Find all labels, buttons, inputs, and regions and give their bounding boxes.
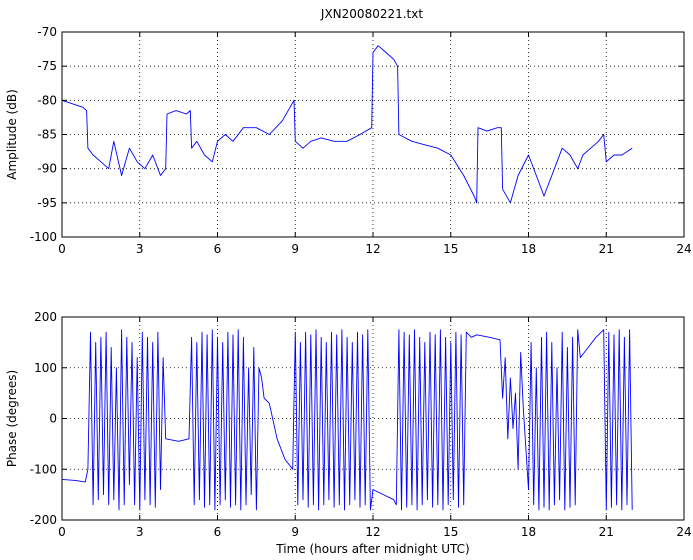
phase-y-tick-label: -100 [30, 462, 57, 476]
amplitude-y-axis-label: Amplitude (dB) [5, 89, 19, 180]
amplitude-y-tick-label: -80 [37, 93, 57, 107]
amplitude-x-tick-label: 9 [291, 242, 299, 256]
amplitude-y-tick-label: -100 [30, 230, 57, 244]
phase-series-line [61, 329, 633, 511]
amplitude-y-tick-label: -75 [37, 59, 57, 73]
amplitude-x-tick-label: 21 [599, 242, 614, 256]
amplitude-y-tick-label: -95 [37, 196, 57, 210]
phase-y-tick-label: -200 [30, 513, 57, 527]
phase-x-tick-label: 12 [365, 525, 380, 539]
phase-x-tick-label: 3 [136, 525, 144, 539]
phase-y-tick-label: 200 [34, 310, 57, 324]
amplitude-x-tick-label: 24 [676, 242, 691, 256]
phase-x-tick-label: 18 [521, 525, 536, 539]
phase-x-axis-label: Time (hours after midnight UTC) [275, 542, 469, 556]
amplitude-x-tick-label: 15 [443, 242, 458, 256]
figure-title: JXN20080221.txt [320, 7, 423, 21]
phase-y-tick-label: 0 [49, 412, 57, 426]
phase-x-tick-label: 15 [443, 525, 458, 539]
amplitude-x-tick-label: 6 [214, 242, 222, 256]
phase-series-layer [61, 329, 633, 511]
amplitude-y-tick-label: -90 [37, 162, 57, 176]
phase-x-tick-label: 6 [214, 525, 222, 539]
amplitude-y-tick-label: -85 [37, 128, 57, 142]
amplitude-x-tick-label: 18 [521, 242, 536, 256]
phase-x-tick-label: 24 [676, 525, 691, 539]
amplitude-series-layer [61, 45, 633, 204]
phase-panel: 0 3 6 9 12 15 18 21 24 -200 -100 0 100 200 Phase (deg… [5, 310, 692, 556]
amplitude-ticks: 0 3 6 9 12 15 18 21 24 -100 -95 -90 -85 -80 -75 -70 [30, 25, 692, 256]
phase-y-tick-label: 100 [34, 361, 57, 375]
amplitude-x-tick-label: 0 [58, 242, 66, 256]
phase-ticks: 0 3 6 9 12 15 18 21 24 -200 -100 0 100 200 [30, 310, 692, 539]
amplitude-x-tick-label: 3 [136, 242, 144, 256]
phase-x-tick-label: 21 [599, 525, 614, 539]
phase-x-tick-label: 0 [58, 525, 66, 539]
amplitude-series-line [61, 45, 633, 204]
amplitude-x-tick-label: 12 [365, 242, 380, 256]
phase-x-tick-label: 9 [291, 525, 299, 539]
amplitude-y-tick-label: -70 [37, 25, 57, 39]
amplitude-panel: 0 3 6 9 12 15 18 21 24 -100 -95 -90 -85 -80 -75 -70 Amp… [5, 25, 692, 256]
phase-y-axis-label: Phase (degrees) [5, 370, 19, 467]
